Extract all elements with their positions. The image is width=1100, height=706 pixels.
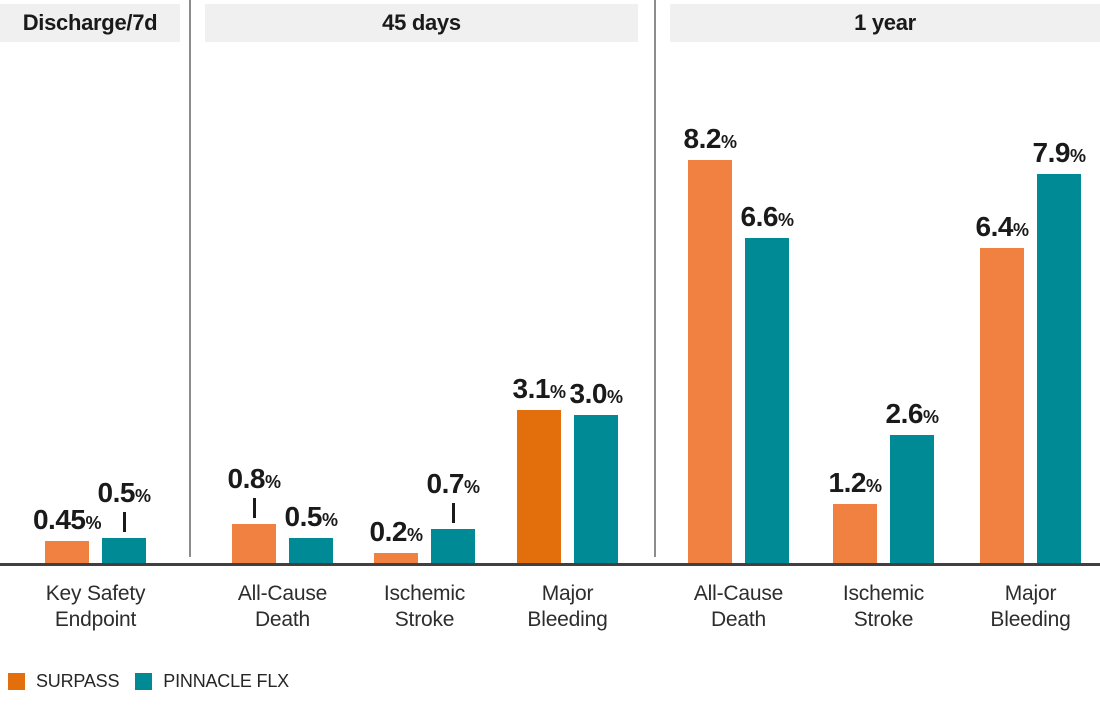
category-label: Ischemic Stroke <box>842 582 925 631</box>
bar-surpass <box>374 553 418 563</box>
bar-pinnacle <box>431 529 475 563</box>
legend-label: PINNACLE FLX <box>163 671 289 691</box>
percent-sign: % <box>463 477 480 497</box>
category-label: Major Bleeding <box>990 582 1071 631</box>
value-label: 0.5% <box>97 477 151 508</box>
percent-sign: % <box>134 486 151 506</box>
category-label: All-Cause Death <box>693 582 784 631</box>
value-label: 0.45% <box>32 504 102 535</box>
value-label: 8.2% <box>683 123 737 154</box>
bar-pinnacle <box>574 415 618 563</box>
category-label: All-Cause Death <box>237 582 328 631</box>
value-label: 0.2% <box>369 516 423 547</box>
bar-surpass <box>833 504 877 563</box>
bar-pinnacle <box>890 435 934 563</box>
percent-sign: % <box>1069 146 1086 166</box>
x-axis-baseline <box>0 563 1100 566</box>
bar-surpass <box>517 410 561 563</box>
section-header-1year: 1 year <box>670 4 1100 42</box>
legend-swatch <box>8 673 25 690</box>
section-header-45days: 45 days <box>205 4 638 42</box>
category-label: Key Safety Endpoint <box>45 582 146 631</box>
value-label: 3.0% <box>569 378 623 409</box>
legend-label: SURPASS <box>36 671 120 691</box>
category-label: Ischemic Stroke <box>383 582 466 631</box>
bar-surpass <box>45 541 89 563</box>
value-label: 3.1% <box>512 373 566 404</box>
bar-pinnacle <box>289 538 333 563</box>
section-divider <box>189 0 191 557</box>
value-label: 0.5% <box>284 501 338 532</box>
bar-surpass <box>688 160 732 563</box>
value-label: 6.6% <box>740 201 794 232</box>
section-divider <box>654 0 656 557</box>
value-label: 6.4% <box>975 211 1029 242</box>
percent-sign: % <box>922 407 939 427</box>
percent-sign: % <box>1012 220 1029 240</box>
section-header-discharge: Discharge/7d <box>0 4 180 42</box>
legend-item: PINNACLE FLX <box>135 671 289 692</box>
value-label: 0.8% <box>227 463 281 494</box>
legend-swatch <box>135 673 153 690</box>
percent-sign: % <box>549 382 566 402</box>
bar-surpass <box>232 524 276 563</box>
value-label: 7.9% <box>1032 137 1086 168</box>
legend: SURPASS PINNACLE FLX <box>8 671 289 692</box>
leader-line <box>122 512 126 532</box>
value-label: 1.2% <box>828 467 882 498</box>
percent-sign: % <box>606 387 623 407</box>
bar-pinnacle <box>102 538 146 563</box>
percent-sign: % <box>85 513 101 533</box>
value-label: 2.6% <box>885 398 939 429</box>
category-label: Major Bleeding <box>527 582 608 631</box>
percent-sign: % <box>777 210 794 230</box>
percent-sign: % <box>865 476 882 496</box>
legend-item: SURPASS <box>8 671 119 692</box>
bar-pinnacle <box>745 238 789 563</box>
percent-sign: % <box>720 132 737 152</box>
leader-line <box>252 498 256 518</box>
percent-sign: % <box>264 472 281 492</box>
value-label: 0.7% <box>426 468 480 499</box>
bar-pinnacle <box>1037 174 1081 563</box>
leader-line <box>451 503 455 523</box>
bar-surpass <box>980 248 1024 563</box>
percent-sign: % <box>321 510 338 530</box>
percent-sign: % <box>406 525 423 545</box>
